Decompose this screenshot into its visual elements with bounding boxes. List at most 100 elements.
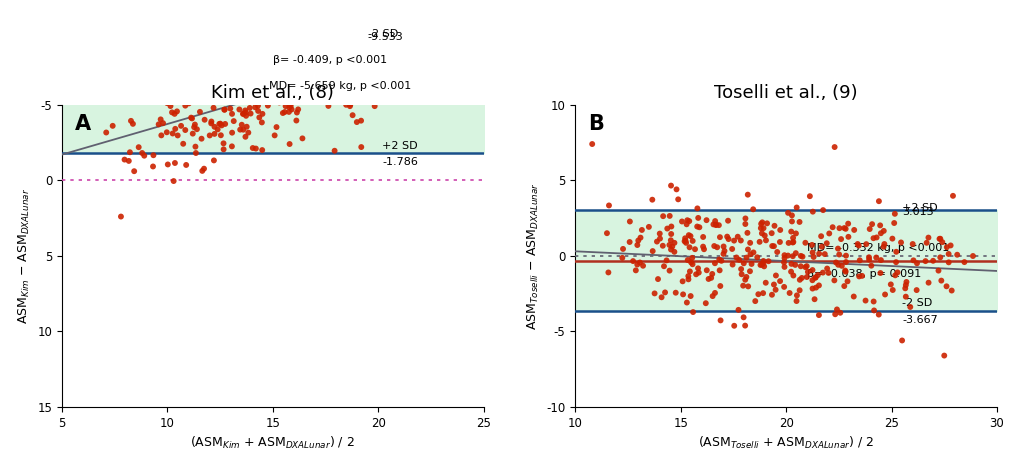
- Point: [386, 20, 402, 27]
- Text: -2 SD: -2 SD: [368, 29, 398, 39]
- Point: [828, 259, 844, 266]
- Point: [872, 222, 888, 229]
- Point: [858, 241, 874, 248]
- Point: [280, 58, 296, 66]
- Point: [178, 102, 194, 110]
- Point: [206, 157, 223, 164]
- Point: [784, 218, 800, 225]
- Point: [683, 259, 699, 266]
- Point: [755, 289, 771, 297]
- Point: [429, 48, 445, 56]
- Point: [849, 240, 866, 248]
- Point: [189, 125, 205, 133]
- Point: [377, 59, 393, 66]
- Point: [635, 262, 651, 270]
- Point: [659, 256, 675, 264]
- Point: [930, 267, 946, 274]
- Point: [275, 47, 291, 55]
- Point: [369, 47, 385, 55]
- Point: [310, 71, 327, 78]
- Point: [231, 53, 247, 61]
- Point: [740, 283, 757, 290]
- Point: [235, 110, 251, 117]
- Point: [695, 243, 712, 250]
- Point: [751, 238, 768, 246]
- Point: [648, 238, 665, 245]
- Point: [814, 243, 830, 250]
- Point: [256, 92, 273, 100]
- Point: [398, 1, 415, 8]
- Point: [758, 279, 774, 286]
- Point: [361, 70, 378, 78]
- Point: [277, 41, 293, 48]
- Point: [667, 239, 683, 247]
- Point: [238, 109, 254, 116]
- Point: [246, 97, 262, 104]
- Point: [776, 283, 792, 291]
- Point: [370, 50, 386, 57]
- Point: [817, 250, 833, 258]
- Point: [205, 104, 222, 111]
- Point: [677, 237, 693, 244]
- Point: [234, 121, 250, 129]
- Point: [216, 76, 233, 84]
- Point: [167, 125, 184, 132]
- Text: MD= -0.332 kg, p <0.001: MD= -0.332 kg, p <0.001: [808, 242, 950, 253]
- Point: [584, 140, 600, 148]
- Point: [235, 126, 251, 133]
- Point: [145, 163, 161, 170]
- Point: [932, 235, 949, 242]
- Point: [785, 272, 801, 279]
- Point: [367, 102, 383, 110]
- Point: [288, 84, 304, 92]
- Point: [799, 268, 816, 276]
- Point: [931, 235, 947, 242]
- Point: [868, 254, 884, 261]
- Point: [180, 74, 196, 82]
- Point: [162, 102, 179, 110]
- Point: [819, 265, 835, 272]
- Point: [357, 36, 374, 43]
- Point: [253, 119, 270, 126]
- Point: [756, 257, 772, 265]
- Point: [426, 47, 442, 55]
- Point: [807, 274, 823, 281]
- Point: [861, 254, 877, 261]
- Point: [769, 248, 785, 256]
- Point: [311, 32, 328, 40]
- X-axis label: (ASM$_{Kim}$ + ASM$_{DXALunar}$) / 2: (ASM$_{Kim}$ + ASM$_{DXALunar}$) / 2: [190, 435, 355, 451]
- Point: [213, 122, 230, 129]
- Point: [209, 126, 226, 133]
- Point: [787, 261, 804, 269]
- Point: [679, 217, 695, 224]
- Point: [785, 238, 801, 246]
- Point: [909, 286, 925, 294]
- Point: [791, 276, 808, 284]
- Point: [245, 88, 261, 95]
- Point: [344, 55, 360, 62]
- Point: [691, 224, 708, 231]
- Point: [805, 249, 821, 256]
- Point: [704, 270, 721, 278]
- Point: [183, 89, 199, 97]
- Point: [894, 336, 911, 344]
- Point: [342, 86, 358, 93]
- Point: [761, 257, 777, 265]
- Point: [425, 41, 441, 49]
- Point: [280, 99, 296, 107]
- Point: [278, 102, 294, 110]
- Point: [269, 124, 285, 131]
- Point: [235, 110, 251, 117]
- Point: [287, 88, 303, 95]
- Point: [871, 311, 887, 318]
- Point: [805, 285, 821, 292]
- Point: [322, 64, 338, 72]
- Point: [402, 68, 419, 75]
- Point: [793, 274, 810, 282]
- Point: [123, 59, 139, 67]
- Point: [238, 112, 254, 119]
- Point: [839, 278, 856, 285]
- Point: [290, 106, 306, 113]
- Point: [301, 79, 318, 87]
- Point: [629, 241, 645, 249]
